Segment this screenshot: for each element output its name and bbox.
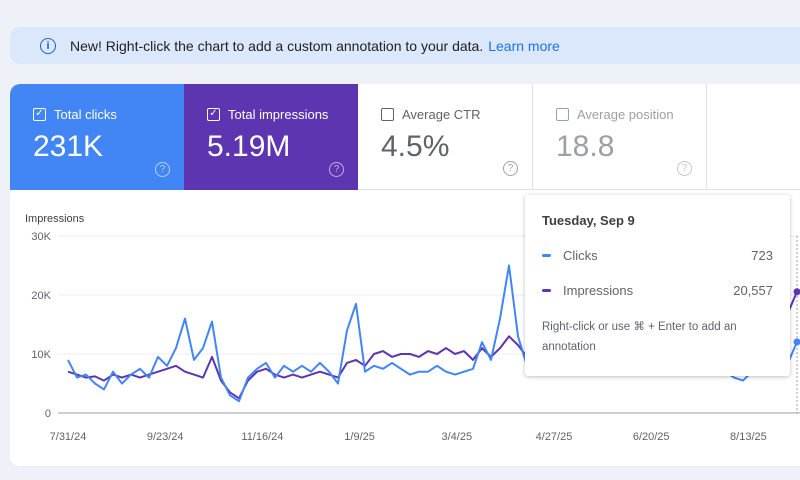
impressions-hover-point — [793, 288, 800, 296]
announcement-banner: i New! Right-click the chart to add a cu… — [10, 27, 800, 64]
metric-card-empty — [706, 84, 800, 190]
checkbox-unchecked-icon[interactable] — [556, 108, 569, 121]
checkbox-checked-icon[interactable]: ✓ — [33, 108, 46, 121]
metric-card-ctr[interactable]: Average CTR 4.5% ? — [358, 84, 532, 190]
tooltip-row-impressions: Impressions 20,557 — [542, 283, 773, 298]
checkbox-unchecked-icon[interactable] — [381, 108, 394, 121]
x-tick-label: 4/27/25 — [536, 431, 573, 443]
help-icon[interactable]: ? — [155, 162, 170, 177]
x-tick-label: 11/16/24 — [241, 431, 283, 443]
impressions-swatch-icon — [542, 289, 551, 292]
metric-label: Average CTR — [402, 107, 481, 122]
x-tick-label: 3/4/25 — [442, 431, 473, 443]
metric-value: 231K — [33, 130, 104, 163]
metric-label: Total impressions — [228, 107, 329, 122]
tooltip-label: Impressions — [563, 283, 634, 298]
learn-more-link[interactable]: Learn more — [488, 37, 560, 54]
y-tick-label: 0 — [45, 408, 51, 420]
metric-card-impressions[interactable]: ✓ Total impressions 5.19M ? — [184, 84, 358, 190]
x-tick-label: 7/31/24 — [50, 431, 87, 443]
y-tick-label: 10K — [31, 349, 51, 361]
tooltip-row-clicks: Clicks 723 — [542, 248, 773, 263]
tooltip-hint: Right-click or use ⌘ + Enter to add an a… — [542, 321, 737, 353]
metric-label: Average position — [577, 107, 674, 122]
clicks-swatch-icon — [542, 254, 551, 257]
checkbox-checked-icon[interactable]: ✓ — [207, 108, 220, 121]
info-icon: i — [40, 37, 56, 54]
metric-card-position[interactable]: Average position 18.8 ? — [532, 84, 706, 190]
y-tick-label: 30K — [31, 231, 51, 243]
tooltip-date: Tuesday, Sep 9 — [542, 213, 635, 228]
chart-tooltip: Tuesday, Sep 9 Clicks 723 Impressions 20… — [525, 195, 790, 376]
help-icon[interactable]: ? — [329, 162, 344, 177]
metric-label: Total clicks — [54, 107, 117, 122]
tooltip-value: 723 — [751, 248, 773, 263]
metric-value: 4.5% — [381, 130, 450, 163]
performance-panel: ✓ Total clicks 231K ? ✓ Total impressions … — [10, 84, 800, 466]
x-tick-label: 6/20/25 — [633, 431, 670, 443]
x-tick-label: 1/9/25 — [344, 431, 375, 443]
x-tick-label: 8/13/25 — [730, 431, 767, 443]
help-icon[interactable]: ? — [503, 161, 518, 176]
y-tick-label: 20K — [31, 290, 51, 302]
metric-value: 5.19M — [207, 130, 291, 163]
x-tick-label: 9/23/24 — [147, 431, 184, 443]
metric-card-clicks[interactable]: ✓ Total clicks 231K ? — [10, 84, 184, 190]
tooltip-value: 20,557 — [733, 283, 773, 298]
metric-value: 18.8 — [556, 130, 615, 163]
y-axis-title: Impressions — [25, 213, 85, 225]
clicks-hover-point — [793, 338, 800, 346]
banner-text: New! Right-click the chart to add a cust… — [70, 37, 484, 54]
tooltip-label: Clicks — [563, 248, 598, 263]
help-icon[interactable]: ? — [677, 161, 692, 176]
